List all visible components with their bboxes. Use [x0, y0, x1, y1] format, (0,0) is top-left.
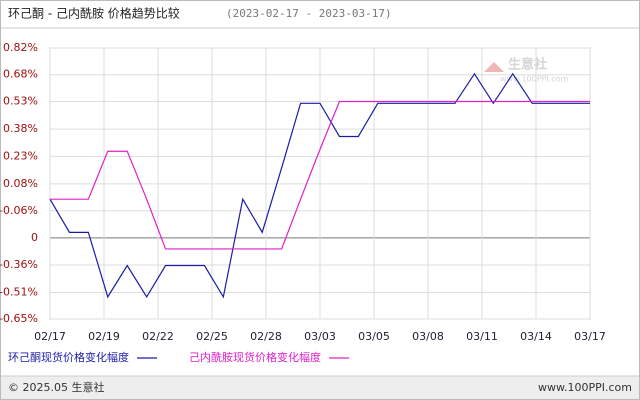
y-tick-label: -0.06%: [0, 204, 38, 217]
x-tick-label: 02/22: [142, 330, 174, 343]
footer-band: [1, 376, 639, 399]
y-tick-label: -0.51%: [0, 285, 38, 298]
x-tick-label: 02/28: [250, 330, 282, 343]
x-tick-label: 03/17: [574, 330, 606, 343]
y-tick-label: 0: [31, 231, 38, 244]
y-tick-label: -0.36%: [0, 258, 38, 271]
y-tick-label: 0.08%: [3, 177, 38, 190]
x-tick-label: 02/25: [196, 330, 228, 343]
y-tick-label: 0.82%: [3, 41, 38, 54]
chart-title: 环己酮 - 己内酰胺 价格趋势比较: [8, 6, 180, 21]
series-line: [49, 72, 590, 299]
y-tick-label: 0.53%: [3, 94, 38, 107]
x-tick-label: 03/08: [412, 330, 444, 343]
watermark-icon: [484, 62, 504, 72]
y-tick-label: 0.68%: [3, 68, 38, 81]
x-tick-label: 03/14: [520, 330, 552, 343]
x-tick-label: 03/03: [304, 330, 336, 343]
chart-subtitle: (2023-02-17 - 2023-03-17): [226, 7, 392, 20]
series-line: [50, 100, 590, 250]
copyright: © 2025.05 生意社: [8, 380, 104, 394]
x-tick-label: 03/11: [466, 330, 498, 343]
watermark-name: 生意社: [508, 57, 547, 73]
y-tick-label: 0.23%: [3, 149, 38, 162]
site: www.100PPI.com: [538, 381, 632, 394]
y-tick-label: 0.38%: [3, 122, 38, 135]
legend-label: 环己酮现货价格变化幅度: [8, 350, 129, 364]
x-tick-label: 03/05: [358, 330, 390, 343]
y-tick-label: -0.65%: [0, 312, 38, 325]
legend-label: 己内酰胺现货价格变化幅度: [189, 350, 321, 364]
x-tick-label: 02/17: [34, 330, 66, 343]
watermark: 生意社 www.100PPI.com: [484, 57, 569, 84]
watermark-url: www.100PPI.com: [500, 75, 569, 84]
x-tick-label: 02/19: [88, 330, 120, 343]
